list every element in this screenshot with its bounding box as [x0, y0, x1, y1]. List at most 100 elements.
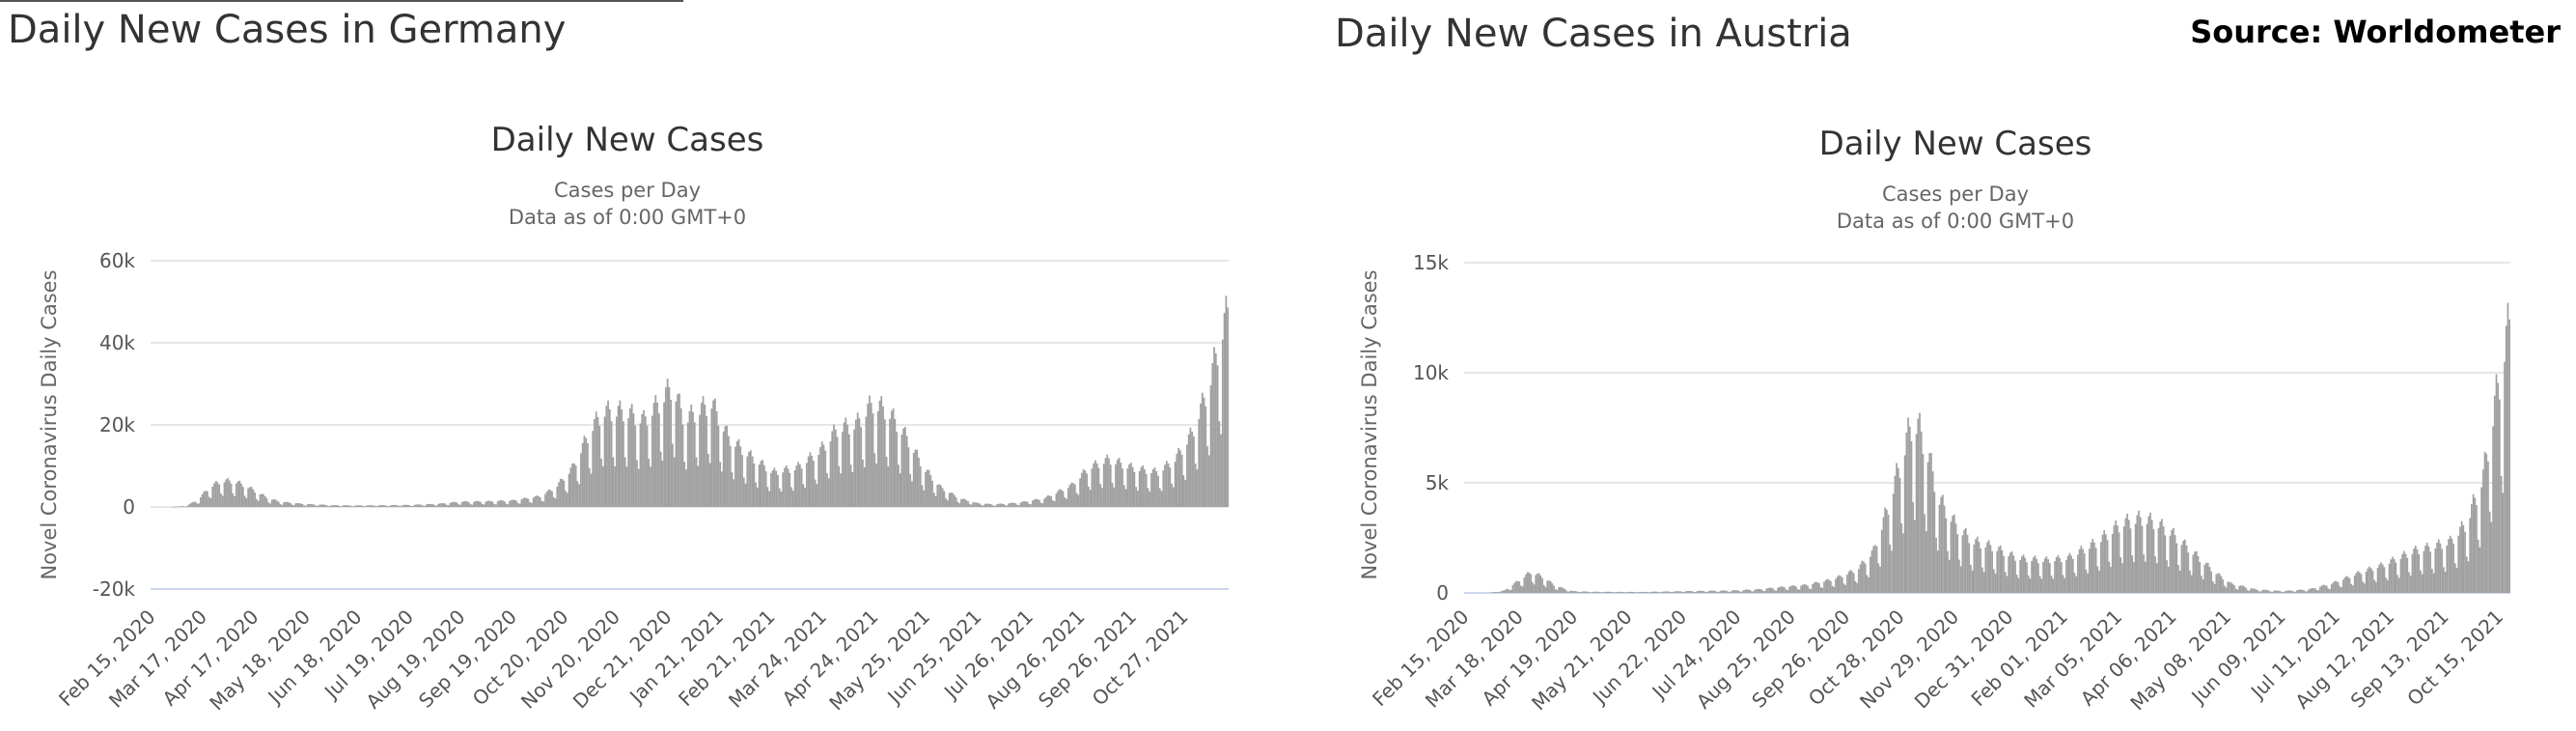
bar	[339, 506, 342, 507]
chart-subtitle-line-1: Cases per Day	[1882, 183, 2029, 206]
bar	[2368, 566, 2370, 593]
bar	[1994, 574, 1997, 593]
bar	[1649, 591, 1652, 593]
bar	[580, 453, 582, 507]
bar	[283, 502, 285, 507]
bar	[1633, 592, 1636, 593]
bar	[2091, 538, 2094, 593]
bar	[2464, 531, 2466, 593]
bar	[763, 464, 765, 507]
bar	[539, 496, 541, 507]
bar	[515, 500, 517, 507]
bar	[746, 456, 749, 507]
bar	[753, 464, 756, 507]
bar	[2362, 581, 2365, 593]
bar	[883, 419, 886, 507]
bar	[2320, 585, 2323, 593]
bar	[1971, 570, 1974, 593]
bar	[1196, 469, 1199, 507]
bar	[466, 501, 468, 507]
bar	[1779, 586, 1781, 593]
bar	[536, 495, 539, 507]
bar	[440, 502, 443, 507]
top-divider-line	[0, 0, 683, 2]
bar	[379, 505, 382, 507]
bar	[996, 504, 998, 507]
bar	[675, 401, 678, 507]
bar	[992, 505, 995, 507]
bar	[1846, 575, 1848, 593]
bar	[2337, 581, 2340, 593]
bar	[928, 469, 930, 507]
bar	[748, 451, 750, 507]
bar	[453, 501, 455, 507]
bar	[2225, 587, 2228, 593]
bar	[235, 483, 237, 507]
bar	[950, 492, 953, 507]
bar	[460, 501, 463, 507]
bar	[236, 481, 239, 507]
bar	[650, 466, 651, 507]
bar	[2469, 518, 2472, 593]
bar	[2054, 561, 2056, 593]
germany-chart: Daily New Cases Cases per Day Data as of…	[38, 121, 1229, 715]
bar	[2376, 568, 2379, 593]
bar	[1006, 505, 1009, 507]
bar	[817, 454, 820, 507]
bar	[1094, 460, 1096, 507]
bar	[1838, 575, 1841, 593]
bar	[1763, 591, 1766, 593]
bar	[963, 498, 966, 507]
bars	[172, 295, 1229, 508]
bar	[610, 421, 613, 507]
bar	[1563, 588, 1565, 593]
bar	[2050, 576, 2053, 593]
bar	[1656, 591, 1659, 593]
bar	[846, 424, 848, 507]
bar	[1835, 578, 1837, 593]
bar	[1726, 590, 1729, 593]
bar	[2077, 554, 2079, 593]
bar	[2436, 542, 2438, 593]
bar	[496, 501, 499, 507]
bar	[2085, 569, 2088, 593]
bar	[430, 503, 433, 507]
bar	[294, 503, 297, 507]
bar	[1099, 484, 1102, 507]
bar	[2434, 548, 2437, 593]
bar	[489, 500, 492, 507]
bar	[1138, 470, 1141, 507]
bar	[265, 498, 268, 507]
bar	[625, 466, 628, 507]
bar	[2423, 550, 2425, 593]
bar	[2062, 575, 2064, 593]
bar	[424, 505, 426, 507]
bar	[1549, 580, 1552, 593]
bar	[178, 506, 180, 508]
bar	[968, 503, 971, 507]
bar	[1638, 592, 1641, 593]
bar	[1704, 591, 1706, 593]
bar	[2178, 570, 2181, 593]
bar	[1688, 590, 1690, 593]
bar	[2020, 556, 2023, 593]
bar	[348, 505, 351, 507]
bar	[415, 504, 418, 507]
bar	[2345, 576, 2347, 593]
bar	[1211, 362, 1214, 507]
bar	[1033, 499, 1036, 507]
bar	[427, 504, 429, 507]
bar	[1158, 488, 1161, 507]
bar	[1597, 591, 1599, 593]
bar	[702, 396, 705, 507]
bar	[403, 504, 405, 507]
bar	[454, 501, 457, 507]
bar	[552, 497, 555, 507]
bar	[2071, 558, 2074, 593]
bar	[2502, 492, 2505, 593]
bar	[2451, 538, 2453, 593]
bar	[2215, 574, 2218, 593]
bar	[2375, 581, 2377, 593]
bar	[1046, 495, 1049, 507]
bar	[288, 502, 291, 507]
